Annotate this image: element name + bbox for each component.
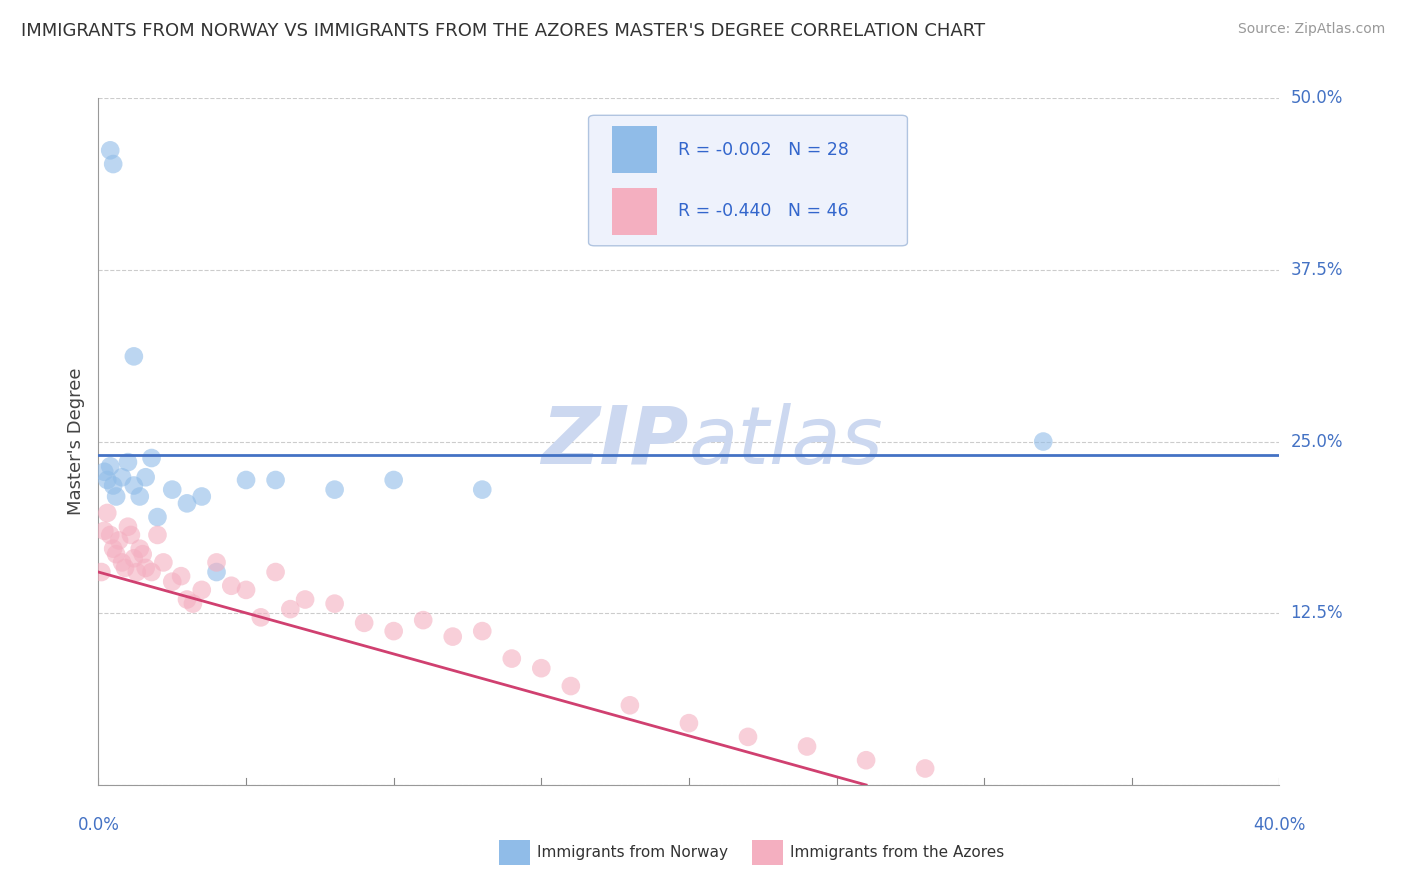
Point: [1032, 434, 1054, 449]
Text: R = -0.440   N = 46: R = -0.440 N = 46: [678, 202, 849, 220]
Point: [530, 661, 553, 675]
Text: 40.0%: 40.0%: [1253, 815, 1306, 833]
Point: [122, 350, 145, 364]
Point: [117, 455, 139, 469]
Point: [181, 597, 204, 611]
Point: [105, 547, 128, 561]
Text: 37.5%: 37.5%: [1291, 260, 1343, 279]
Point: [103, 157, 125, 171]
Text: R = -0.002   N = 28: R = -0.002 N = 28: [678, 141, 849, 159]
Text: Immigrants from Norway: Immigrants from Norway: [537, 846, 728, 860]
Point: [501, 651, 523, 665]
Point: [103, 478, 125, 492]
Point: [323, 483, 346, 497]
Point: [93, 524, 115, 538]
Point: [170, 569, 193, 583]
Point: [162, 483, 183, 497]
Point: [176, 496, 198, 510]
Text: 25.0%: 25.0%: [1291, 433, 1343, 450]
Point: [191, 490, 214, 504]
FancyBboxPatch shape: [612, 127, 657, 173]
Point: [108, 533, 131, 548]
Point: [141, 565, 163, 579]
Point: [128, 541, 150, 556]
Point: [382, 624, 405, 639]
Point: [235, 473, 257, 487]
Text: atlas: atlas: [689, 402, 884, 481]
Point: [441, 630, 464, 644]
Point: [471, 624, 494, 639]
Text: Source: ZipAtlas.com: Source: ZipAtlas.com: [1237, 22, 1385, 37]
Point: [128, 490, 150, 504]
Point: [278, 602, 302, 616]
Point: [471, 483, 494, 497]
Point: [98, 144, 121, 158]
FancyBboxPatch shape: [589, 115, 907, 246]
Text: 50.0%: 50.0%: [1291, 89, 1343, 107]
Point: [146, 510, 169, 524]
Point: [117, 519, 139, 533]
Point: [323, 597, 346, 611]
Point: [96, 473, 118, 487]
Point: [98, 528, 121, 542]
Point: [114, 561, 136, 575]
Text: Immigrants from the Azores: Immigrants from the Azores: [790, 846, 1004, 860]
Point: [235, 582, 257, 597]
Text: ZIP: ZIP: [541, 402, 689, 481]
FancyBboxPatch shape: [612, 188, 657, 235]
Point: [205, 556, 228, 570]
Point: [796, 739, 818, 754]
Point: [176, 592, 198, 607]
Point: [560, 679, 582, 693]
Point: [132, 547, 155, 561]
Point: [737, 730, 759, 744]
Point: [125, 565, 148, 579]
Point: [855, 753, 877, 767]
Point: [111, 470, 134, 484]
Point: [120, 528, 142, 542]
Point: [146, 528, 169, 542]
Point: [135, 470, 157, 484]
Point: [264, 473, 287, 487]
Point: [105, 490, 128, 504]
Point: [103, 541, 125, 556]
Point: [96, 506, 118, 520]
Point: [162, 574, 183, 589]
Point: [205, 565, 228, 579]
Point: [294, 592, 316, 607]
Text: 0.0%: 0.0%: [77, 815, 120, 833]
Text: 12.5%: 12.5%: [1291, 604, 1343, 623]
Y-axis label: Master's Degree: Master's Degree: [66, 368, 84, 516]
Point: [111, 556, 134, 570]
Point: [98, 459, 121, 474]
Point: [412, 613, 434, 627]
Point: [141, 450, 163, 465]
Point: [122, 551, 145, 566]
Point: [152, 556, 174, 570]
Point: [914, 762, 936, 776]
Point: [250, 610, 273, 624]
Point: [678, 716, 700, 731]
Text: IMMIGRANTS FROM NORWAY VS IMMIGRANTS FROM THE AZORES MASTER'S DEGREE CORRELATION: IMMIGRANTS FROM NORWAY VS IMMIGRANTS FRO…: [21, 22, 986, 40]
Point: [191, 582, 214, 597]
Point: [353, 615, 375, 630]
Point: [382, 473, 405, 487]
Point: [219, 579, 242, 593]
Point: [122, 478, 145, 492]
Point: [90, 565, 112, 579]
Point: [93, 465, 115, 479]
Point: [619, 698, 641, 713]
Point: [264, 565, 287, 579]
Point: [135, 561, 157, 575]
